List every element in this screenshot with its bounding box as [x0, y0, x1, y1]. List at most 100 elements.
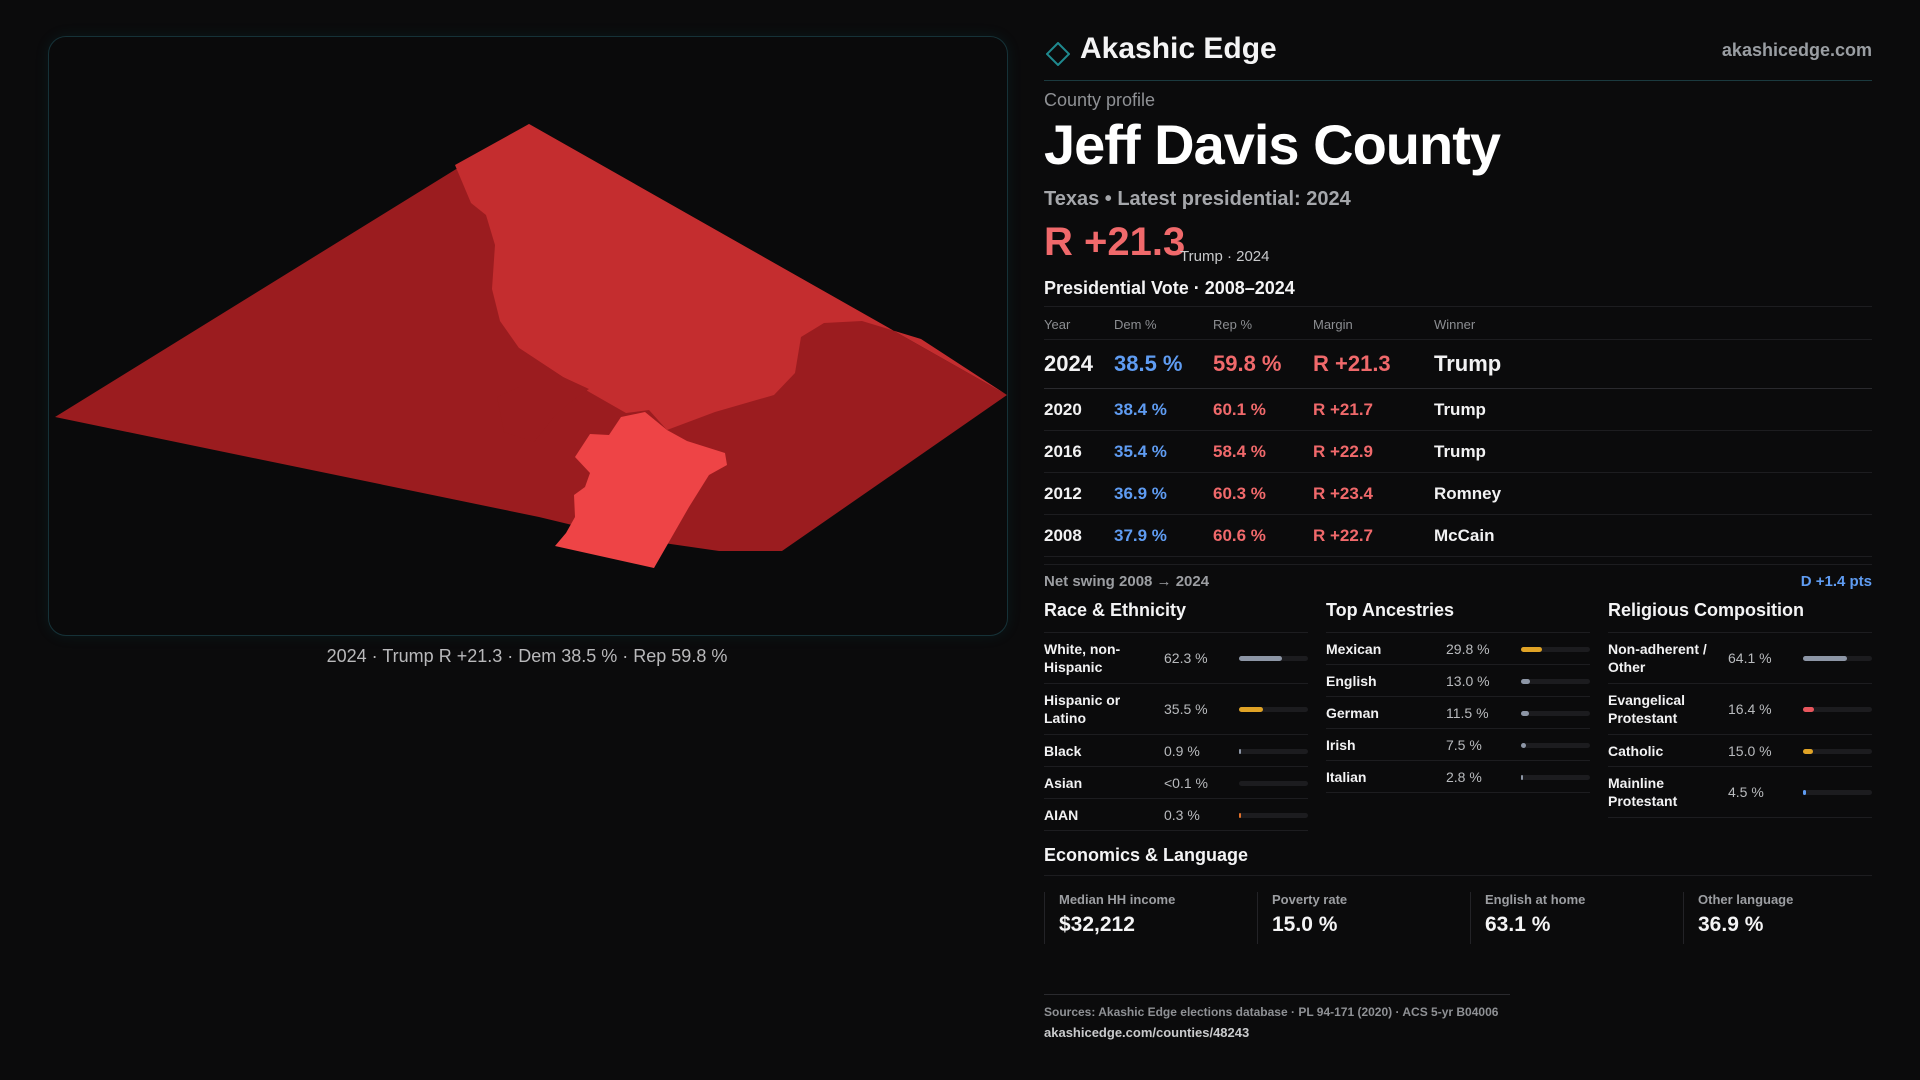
latest-margin: R +21.3 [1044, 220, 1186, 264]
row-year: 2020 [1044, 399, 1082, 419]
row-margin: R +22.9 [1313, 441, 1374, 461]
religion-bar [1803, 707, 1872, 712]
ancestry-bar-fill [1521, 710, 1529, 716]
brand-url[interactable]: akashicedge.com [1721, 40, 1872, 60]
diamond-icon [1046, 42, 1070, 66]
econ-value: 36.9 % [1698, 913, 1764, 936]
list-item: Non-adherent / Other 64.1 % [1608, 633, 1872, 684]
row-margin: R +22.7 [1313, 525, 1374, 545]
ancestry-bar-fill [1521, 646, 1542, 652]
eyebrow-label: County profile [1044, 90, 1156, 110]
ancestry-title: Top Ancestries [1326, 600, 1590, 633]
religion-value: 16.4 % [1728, 701, 1772, 717]
sources-footer: Sources: Akashic Edge elections database… [1044, 994, 1510, 1040]
brand-header: Akashic Edge akashicedge.com [1044, 30, 1872, 81]
list-item: English 13.0 % [1326, 665, 1590, 697]
table-row: 2020 38.4 % 60.1 % R +21.7 Trump [1044, 389, 1872, 431]
row-dem: 36.9 % [1114, 483, 1167, 503]
vote-section-title: Presidential Vote · 2008–2024 [1044, 278, 1295, 298]
econ-label: Median HH income [1059, 892, 1176, 907]
race-label: White, non-Hispanic [1044, 641, 1121, 675]
econ-cell-income: Median HH income $32,212 [1044, 892, 1259, 944]
econ-cell-english: English at home 63.1 % [1470, 892, 1685, 944]
county-map-panel[interactable] [48, 36, 1008, 636]
ancestry-label: Mexican [1326, 640, 1382, 657]
religion-bar-fill [1803, 707, 1814, 712]
map-region-notch[interactable] [497, 348, 589, 442]
row-rep: 60.1 % [1213, 399, 1266, 419]
list-item: Black 0.9 % [1044, 735, 1308, 767]
religion-value: 64.1 % [1728, 650, 1772, 666]
row-dem: 38.4 % [1114, 399, 1167, 419]
religion-value: 15.0 % [1728, 742, 1772, 759]
race-bar-fill [1239, 748, 1241, 754]
race-bar-fill [1239, 812, 1241, 818]
col-header-dem: Dem % [1114, 317, 1157, 332]
race-value: 35.5 % [1164, 701, 1208, 717]
religion-bar [1803, 790, 1872, 795]
ancestry-bar [1521, 646, 1590, 652]
ancestry-bar [1521, 742, 1590, 748]
row-dem: 35.4 % [1114, 441, 1167, 461]
table-row: 2016 35.4 % 58.4 % R +22.9 Trump [1044, 431, 1872, 473]
row-rep: 58.4 % [1213, 441, 1266, 461]
ancestry-bar [1521, 678, 1590, 684]
row-year: 2012 [1044, 483, 1082, 503]
ancestry-bar-fill [1521, 742, 1526, 748]
religion-bar-fill [1803, 748, 1813, 754]
ancestry-label: Irish [1326, 736, 1356, 753]
map-region-south[interactable] [555, 412, 727, 568]
ancestry-bar-fill [1521, 678, 1530, 684]
row-dem: 37.9 % [1114, 525, 1167, 545]
col-header-margin: Margin [1313, 317, 1353, 332]
sources-url[interactable]: akashicedge.com/counties/48243 [1044, 1025, 1250, 1040]
religion-bar [1803, 748, 1872, 754]
table-row: 2008 37.9 % 60.6 % R +22.7 McCain [1044, 515, 1872, 557]
brand-name[interactable]: Akashic Edge [1080, 32, 1277, 65]
race-title: Race & Ethnicity [1044, 600, 1308, 633]
race-label: AIAN [1044, 806, 1079, 823]
col-header-year: Year [1044, 317, 1071, 332]
race-panel: Race & Ethnicity White, non-Hispanic 62.… [1044, 600, 1308, 831]
page-title: Jeff Davis County [1044, 113, 1501, 176]
economics-title: Economics & Language [1044, 845, 1872, 876]
race-bar [1239, 812, 1308, 818]
map-caption: 2024 · Trump R +21.3 · Dem 38.5 % · Rep … [326, 646, 728, 666]
econ-label: Poverty rate [1272, 892, 1348, 907]
religion-panel: Religious Composition Non-adherent / Oth… [1608, 600, 1872, 818]
row-winner: Trump [1434, 399, 1486, 419]
map-region-north[interactable] [455, 124, 1007, 430]
row-margin: R +21.7 [1313, 399, 1374, 419]
race-label: Asian [1044, 774, 1083, 791]
race-bar [1239, 707, 1308, 712]
list-item: AIAN 0.3 % [1044, 799, 1308, 831]
religion-label: Mainline Protestant [1608, 775, 1678, 809]
list-item: Mainline Protestant 4.5 % [1608, 767, 1872, 818]
table-row: 2024 38.5 % 59.8 % R +21.3 Trump [1044, 340, 1872, 389]
econ-cell-poverty: Poverty rate 15.0 % [1257, 892, 1472, 944]
row-dem: 38.5 % [1114, 351, 1183, 376]
race-bar-fill [1239, 656, 1282, 661]
race-value: <0.1 % [1164, 774, 1208, 791]
net-swing: Net swing 2008 → 2024 D +1.4 pts [1044, 564, 1872, 597]
ancestry-bar-fill [1521, 774, 1523, 780]
vote-table-header: Year Dem % Rep % Margin Winner [1044, 307, 1872, 340]
econ-cell-other-language: Other language 36.9 % [1683, 892, 1898, 944]
ancestry-value: 13.0 % [1446, 672, 1490, 689]
county-map[interactable] [49, 37, 1007, 635]
race-label: Black [1044, 742, 1082, 759]
state-subline: Texas • Latest presidential: 2024 [1044, 188, 1351, 210]
row-rep: 60.3 % [1213, 483, 1266, 503]
religion-bar [1803, 656, 1872, 661]
col-header-winner: Winner [1434, 317, 1476, 332]
row-winner: Trump [1434, 441, 1486, 461]
econ-label: English at home [1485, 892, 1586, 907]
list-item: Irish 7.5 % [1326, 729, 1590, 761]
vote-table: Year Dem % Rep % Margin Winner 2024 38.5… [1044, 306, 1872, 557]
ancestry-value: 11.5 % [1446, 704, 1489, 721]
list-item: Italian 2.8 % [1326, 761, 1590, 793]
row-winner: McCain [1434, 525, 1495, 545]
row-year: 2008 [1044, 525, 1082, 545]
ancestry-label: English [1326, 672, 1377, 689]
econ-label: Other language [1698, 892, 1794, 907]
